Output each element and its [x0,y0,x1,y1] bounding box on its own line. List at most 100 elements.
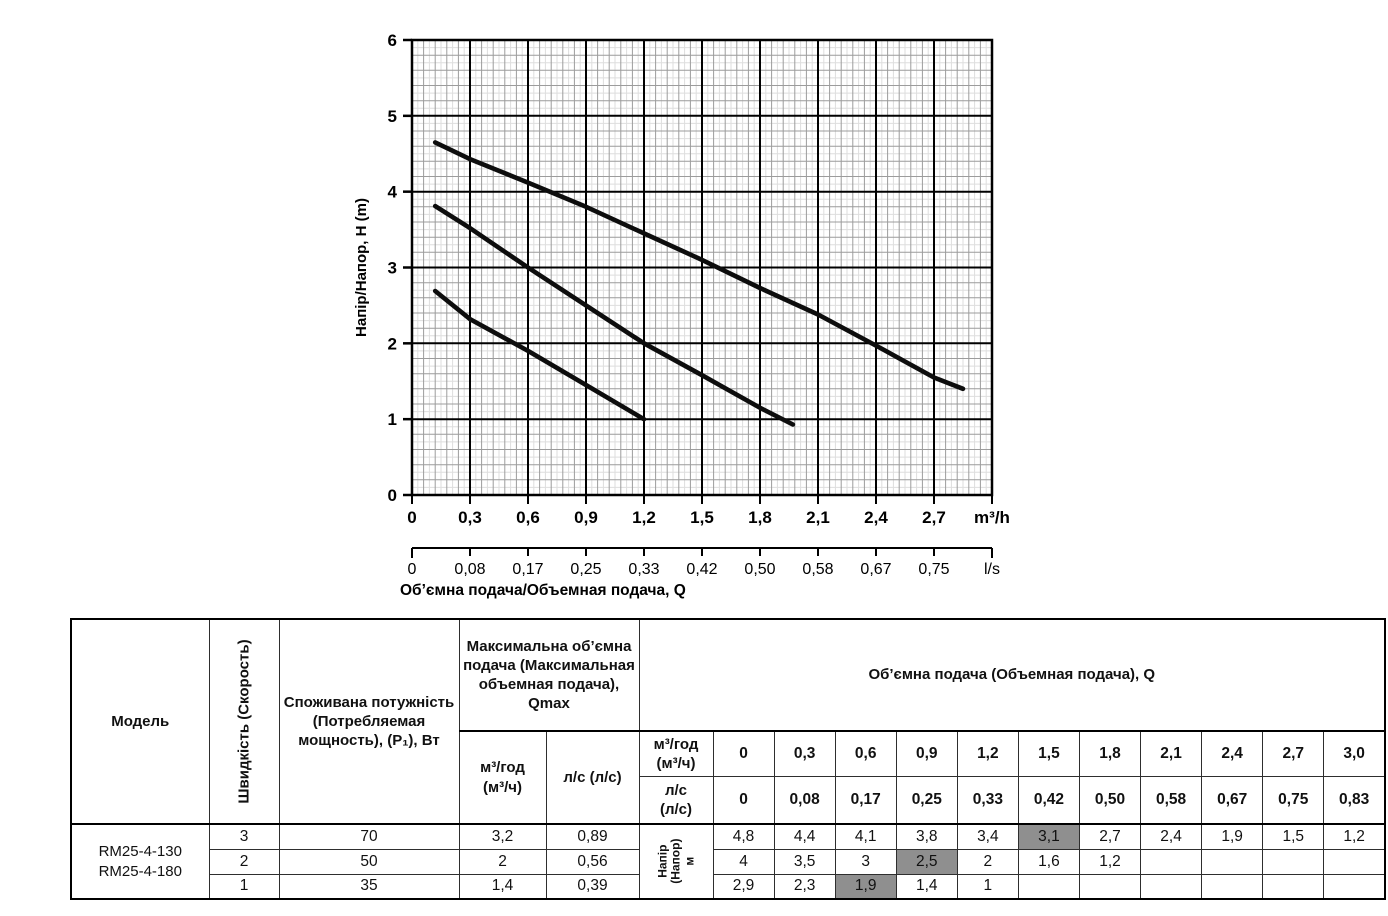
x-tick-label-ls: 0,58 [802,561,833,578]
flow-ls-cell: 0,58 [1140,775,1203,825]
col-header-speed: Швидкість (Скорость) [208,618,280,825]
chart-y-axis-title: Напір/Напор, H (m) [353,198,370,337]
head-cell: 1 [956,873,1019,900]
x-tick-label-m3h: 0,3 [458,508,482,527]
head-cell: 3 [834,848,897,875]
power-cell: 35 [278,873,460,900]
qmax-m3h-cell: 2 [458,848,547,875]
x-tick-label-m3h: 1,2 [632,508,656,527]
x-tick-label-ls: 0,17 [512,561,543,578]
pump-curve-chart-area: 0 1 2 3 4 5 6 0 0,3 0,6 0,9 1,2 1,5 1,8 2,1 2,4 2,7 m³/h 0… [340,18,1020,604]
head-cell: 3,8 [895,823,958,850]
head-row-2: 2 50 2 0,56 4 3,5 3 2,5 2 1,6 1,2 [71,848,1386,875]
qmax-ls-cell: 0,39 [545,873,640,900]
col-header-power: Споживана потужність (Потребляемая мощно… [278,618,460,825]
head-cell [1262,873,1325,900]
speed-cell: 1 [208,873,280,900]
flow-m3h-cell: 1,2 [956,730,1019,777]
flow-m3h-cell: 1,8 [1078,730,1142,777]
head-cell: 4 [712,848,775,875]
pump-curve-speed-1 [432,288,647,422]
head-cell [1262,848,1325,875]
flow-ls-cell: 0,42 [1017,775,1080,825]
y-tick-label: 5 [388,107,397,126]
spec-table: Модель Швидкість (Скорость) Споживана по… [70,618,1386,900]
head-cell: 2,7 [1078,823,1142,850]
x-tick-label-m3h: 0 [407,508,416,527]
x-tick-label-ls: 0 [408,561,417,578]
flow-ls-cell: 0,75 [1262,775,1325,825]
head-cell [1201,848,1264,875]
x-axis-unit-ls: l/s [984,561,1000,578]
qmax-m3h-cell: 3,2 [458,823,547,850]
head-cell: 2,3 [773,873,836,900]
x-tick-label-m3h: 2,7 [922,508,946,527]
x-tick-label-m3h: 0,6 [516,508,540,527]
head-cell: 1,6 [1017,848,1080,875]
x-tick-label-m3h: 2,4 [864,508,888,527]
col-header-qmax-group: Максимальна об’ємна подача (Максимальная… [458,618,640,732]
flow-m3h-label: м³/год (м³/ч) [638,730,714,777]
flow-m3h-cell: 1,5 [1017,730,1080,777]
head-cell: 3,5 [773,848,836,875]
head-cell [1201,873,1264,900]
head-cell: 4,4 [773,823,836,850]
x-tick-label-ls: 0,25 [570,561,601,578]
head-cell-highlighted: 3,1 [1017,823,1080,850]
head-cell: 2,4 [1140,823,1203,850]
head-cell-highlighted: 1,9 [834,873,897,900]
head-cell [1140,873,1203,900]
y-tick-label: 2 [388,334,397,353]
col-header-speed-label: Швидкість (Скорость) [235,639,253,804]
head-cell: 4,1 [834,823,897,850]
x-tick-label-ls: 0,42 [686,561,717,578]
y-tick-label: 1 [388,410,397,429]
x-tick-label-ls: 0,33 [628,561,659,578]
head-cell: 1,2 [1078,848,1142,875]
flow-m3h-cell: 0 [712,730,775,777]
head-cell [1078,873,1142,900]
pump-spec-table: Модель Швидкість (Скорость) Споживана по… [70,618,1386,900]
speed-cell: 3 [208,823,280,850]
power-cell: 70 [278,823,460,850]
head-cell: 1,2 [1323,823,1386,850]
x-tick-label-m3h: 1,5 [690,508,714,527]
y-tick-label: 0 [388,486,397,505]
x-tick-label-ls: 0,50 [744,561,775,578]
head-row-1: 1 35 1,4 0,39 2,9 2,3 1,9 1,4 1 [71,873,1386,900]
pump-curve-speed-3 [432,140,966,392]
x-tick-label-m3h: 2,1 [806,508,830,527]
head-cell-highlighted: 2,5 [895,848,958,875]
power-cell: 50 [278,848,460,875]
y-tick-label: 6 [388,31,397,50]
x-axis-unit-m3h: m³/h [974,508,1010,527]
head-cell [1323,873,1386,900]
speed-cell: 2 [208,848,280,875]
head-label: Напір (Напор) м [654,838,696,885]
chart-grid [411,39,993,496]
flow-ls-cell: 0,83 [1323,775,1386,825]
col-header-qmax-m3h: м³/год (м³/ч) [458,730,547,825]
flow-ls-cell: 0 [712,775,775,825]
flow-ls-cell: 0,50 [1078,775,1142,825]
flow-ls-cell: 0,67 [1201,775,1264,825]
head-cell: 4,8 [712,823,775,850]
flow-ls-cell: 0,25 [895,775,958,825]
flow-row-ls: л/с (л/с) 0 0,08 0,17 0,25 0,33 0,42 0,50 0,58 0… [71,775,1386,825]
head-cell: 2,9 [712,873,775,900]
y-tick-label: 4 [388,183,398,202]
head-cell: 1,4 [895,873,958,900]
head-cell [1140,848,1203,875]
qmax-ls-cell: 0,56 [545,848,640,875]
col-header-model: Модель [70,618,210,825]
x-tick-label-ls: 0,67 [860,561,891,578]
flow-m3h-cell: 3,0 [1323,730,1386,777]
x-tick-label-ls: 0,08 [454,561,485,578]
flow-m3h-cell: 0,3 [773,730,836,777]
head-row-3: RM25-4-130 RM25-4-180 3 70 3,2 0,89 Напі… [70,823,1386,900]
x-tick-label-m3h: 0,9 [574,508,598,527]
x-tick-label-ls: 0,75 [918,561,949,578]
y-tick-label: 3 [388,259,397,278]
model-cell: RM25-4-130 RM25-4-180 [70,823,210,900]
